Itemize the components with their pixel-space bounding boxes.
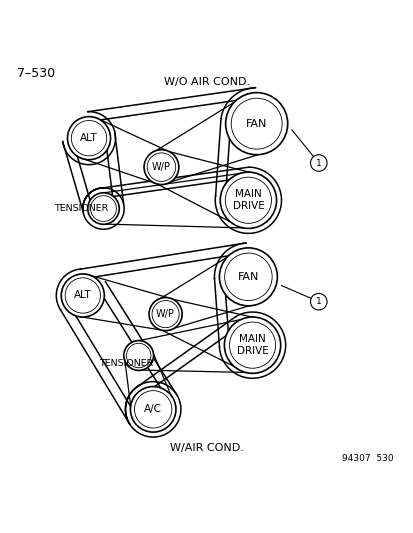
Text: TENSIONER: TENSIONER [54,204,108,213]
Text: W/O AIR COND.: W/O AIR COND. [164,77,249,87]
Text: 7–530: 7–530 [17,67,55,80]
Circle shape [225,93,287,155]
Text: 1: 1 [315,158,321,167]
Text: FAN: FAN [237,272,259,282]
Circle shape [130,386,176,432]
Text: ALT: ALT [74,290,91,301]
Text: ALT: ALT [80,133,97,143]
Circle shape [220,172,276,229]
Text: TENSIONER: TENSIONER [99,359,153,368]
Circle shape [219,248,277,306]
Circle shape [310,293,326,310]
Text: W/P: W/P [152,162,171,172]
Text: FAN: FAN [245,119,267,128]
Text: MAIN
DRIVE: MAIN DRIVE [236,334,268,356]
Circle shape [67,117,110,160]
Text: A/C: A/C [144,405,162,414]
Text: W/AIR COND.: W/AIR COND. [170,443,243,453]
Text: 1: 1 [315,297,321,306]
Circle shape [310,155,326,171]
Circle shape [224,317,280,373]
Text: W/P: W/P [156,309,175,319]
Circle shape [61,274,104,317]
Text: 94307  530: 94307 530 [341,454,392,463]
Circle shape [123,341,153,370]
Text: MAIN
DRIVE: MAIN DRIVE [232,189,263,211]
Circle shape [144,150,178,184]
Circle shape [149,297,182,330]
Circle shape [88,193,119,224]
